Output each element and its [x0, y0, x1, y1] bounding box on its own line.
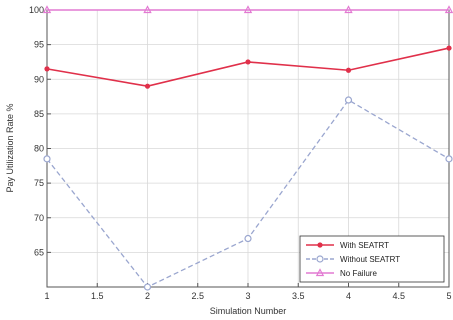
series-with-seatrt: [44, 45, 452, 89]
y-tick-label: 95: [34, 40, 44, 50]
y-tick-label: 65: [34, 247, 44, 257]
legend: With SEATRT Without SEATRT No Failure: [299, 235, 445, 283]
x-tick-label: 4.5: [392, 291, 405, 301]
data-point-no-failure: [143, 5, 152, 14]
data-point-without-seatrt: [43, 155, 51, 163]
legend-marker-with-seatrt: [317, 242, 323, 248]
data-point-no-failure: [243, 5, 253, 14]
data-point-with-seatrt: [144, 83, 151, 89]
data-point-without-seatrt: [445, 155, 453, 163]
x-tick-label: 3.5: [292, 291, 305, 301]
y-tick-label: 90: [34, 74, 44, 84]
x-tick-label: 4: [346, 291, 351, 301]
x-tick-label: 5: [446, 291, 451, 301]
x-tick-label: 1.5: [91, 291, 104, 301]
x-tick-label: 3: [245, 291, 250, 301]
legend-marker-without-seatrt: [316, 255, 324, 263]
x-tick-label: 1: [44, 291, 49, 301]
y-tick-label: 70: [34, 213, 44, 223]
data-point-no-failure: [344, 5, 353, 14]
data-point-with-seatrt: [345, 67, 352, 73]
axis-ticks: 1 1.5 2 2.5 3 3.5 4 4.5 5 65 70 75 80 85 90 95 100: [29, 5, 452, 301]
x-axis-title: Simulation Number: [210, 306, 287, 316]
legend-label-without-seatrt: Without SEATRT: [340, 255, 400, 264]
series-group: [42, 5, 453, 291]
series-no-failure: [42, 5, 453, 14]
data-point-no-failure: [42, 5, 52, 14]
x-tick-label: 2: [145, 291, 150, 301]
x-tick-label: 2.5: [191, 291, 204, 301]
data-point-without-seatrt: [244, 234, 252, 243]
data-point-with-seatrt: [44, 66, 50, 72]
y-tick-label: 85: [34, 109, 44, 119]
data-point-with-seatrt: [446, 45, 452, 51]
data-point-without-seatrt: [143, 283, 152, 291]
y-axis-title: Pay Utilization Rate %: [5, 103, 15, 192]
data-point-no-failure: [444, 5, 453, 14]
series-without-seatrt: [43, 96, 453, 291]
data-point-with-seatrt: [245, 59, 251, 65]
legend-marker-no-failure: [315, 268, 325, 277]
data-point-without-seatrt: [344, 96, 353, 104]
y-tick-label: 75: [34, 178, 44, 188]
legend-label-with-seatrt: With SEATRT: [340, 241, 389, 250]
legend-label-no-failure: No Failure: [340, 269, 377, 278]
y-tick-label: 80: [34, 144, 44, 154]
y-tick-label: 100: [29, 5, 44, 15]
